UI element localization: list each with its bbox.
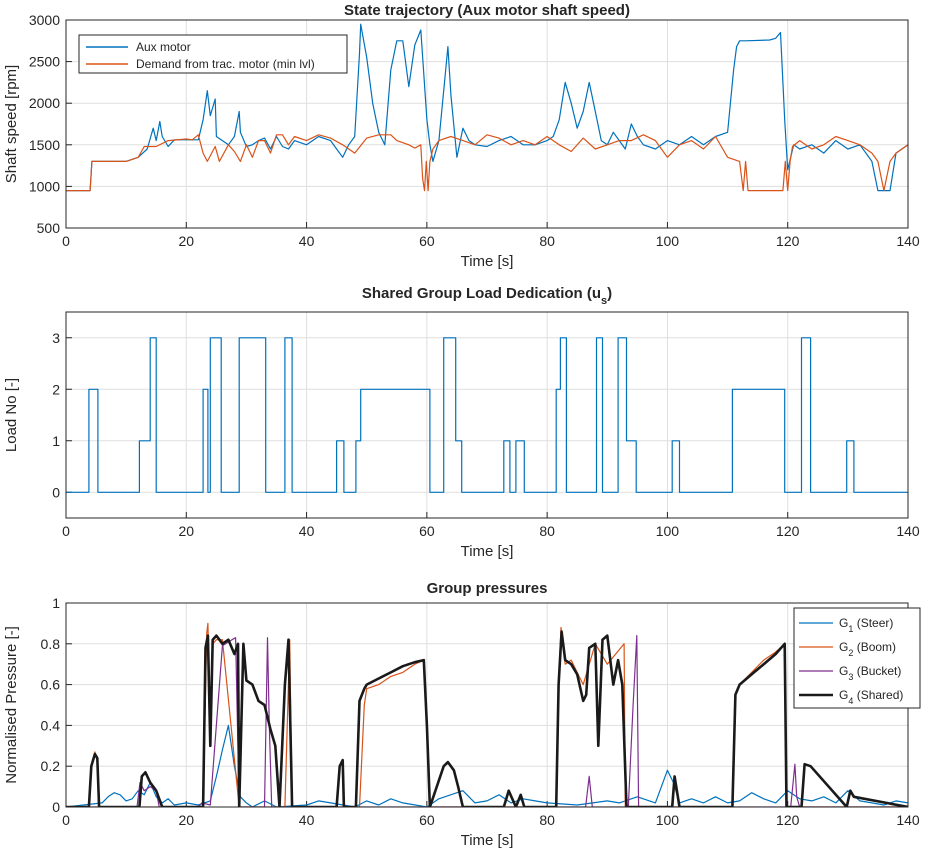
y-tick-label: 0.6 <box>41 677 61 693</box>
x-tick-label: 0 <box>62 233 70 249</box>
x-tick-label: 80 <box>539 812 555 828</box>
legend-label-tail: (Shared) <box>853 688 903 702</box>
y-tick-label: 1 <box>52 433 60 449</box>
y-tick-label: 0.8 <box>41 636 61 652</box>
x-tick-label: 80 <box>539 233 555 249</box>
series-line-1 <box>66 337 908 493</box>
y-tick-label: 3 <box>52 330 60 346</box>
y-tick-label: 500 <box>37 220 61 236</box>
x-tick-label: 60 <box>419 523 435 539</box>
y-tick-label: 1500 <box>29 137 60 153</box>
legend-label-subscript: 4 <box>848 696 853 706</box>
series-line-4 <box>66 630 908 807</box>
legend-label: G2 (Boom) <box>839 640 896 658</box>
legend-label-main: G <box>839 640 848 654</box>
x-tick-label: 20 <box>178 812 194 828</box>
legend-label-tail: (Bucket) <box>853 664 901 678</box>
y-axis-label: Load No [-] <box>3 378 20 452</box>
y-tick-label: 2 <box>52 381 60 397</box>
y-tick-label: 0.2 <box>41 758 61 774</box>
y-tick-label: 2500 <box>29 54 60 70</box>
x-tick-label: 140 <box>896 812 920 828</box>
x-tick-label: 100 <box>656 812 680 828</box>
x-tick-label: 140 <box>896 233 920 249</box>
legend-label-subscript: 1 <box>848 624 853 634</box>
x-tick-label: 40 <box>299 812 315 828</box>
y-tick-label: 0.4 <box>41 717 61 733</box>
axes-box <box>65 19 909 229</box>
chart-title-main: Shared Group Load Dedication (u <box>362 285 601 302</box>
legend-label-main: G <box>839 664 848 678</box>
legend-label-main: G <box>839 616 848 630</box>
legend-label-main: G <box>839 688 848 702</box>
legend-label: G4 (Shared) <box>839 688 903 706</box>
chart-title: Shared Group Load Dedication (us) <box>362 285 612 307</box>
chart-title-close: ) <box>607 285 612 302</box>
x-tick-label: 60 <box>419 812 435 828</box>
chart-panel-2: 0 20 40 60 80 100 120 140 0 1 2 3 Shared Group Load … <box>3 285 920 560</box>
plot-area <box>66 603 908 807</box>
x-tick-label: 60 <box>419 233 435 249</box>
x-tick-label: 140 <box>896 523 920 539</box>
y-tick-label: 3000 <box>29 12 60 28</box>
x-tick-label: 20 <box>178 523 194 539</box>
legend: G1 (Steer)G2 (Boom)G3 (Bucket)G4 (Shared… <box>793 607 921 709</box>
x-tick-label: 40 <box>299 523 315 539</box>
legend-label-tail: (Boom) <box>853 640 896 654</box>
x-tick-label: 120 <box>776 233 800 249</box>
axes-box <box>65 311 909 519</box>
x-tick-label: 120 <box>776 523 800 539</box>
y-tick-label: 0 <box>52 799 60 815</box>
chart-title-subscript: s <box>601 295 607 307</box>
y-tick-label: 2000 <box>29 95 60 111</box>
chart-panel-1: 0 20 40 60 80 100 120 140 500 1000 1500 2000 2500 300… <box>3 2 920 270</box>
y-tick-label: 1 <box>52 595 60 611</box>
x-tick-label: 120 <box>776 812 800 828</box>
x-tick-label: 40 <box>299 233 315 249</box>
legend-label: Aux motor <box>136 40 191 54</box>
x-axis-label: Time [s] <box>461 543 514 560</box>
x-tick-label: 100 <box>656 523 680 539</box>
series-line-2 <box>66 134 908 192</box>
x-axis-label: Time [s] <box>461 253 514 270</box>
legend-box <box>78 34 348 74</box>
y-axis-label: Normalised Pressure [-] <box>3 626 20 784</box>
chart-panel-3: 0 20 40 60 80 100 120 140 0 0.2 0.4 0.6 0.8 1 Group pr… <box>3 580 921 849</box>
x-tick-label: 0 <box>62 812 70 828</box>
x-tick-label: 100 <box>656 233 680 249</box>
plot-area <box>66 312 908 518</box>
x-tick-label: 0 <box>62 523 70 539</box>
legend-label: G3 (Bucket) <box>839 664 901 682</box>
y-axis-label: Shaft speed [rpm] <box>3 65 20 183</box>
legend-box <box>793 607 921 709</box>
legend-label-subscript: 3 <box>848 672 853 682</box>
chart-title: Group pressures <box>427 580 548 597</box>
chart-title: State trajectory (Aux motor shaft speed) <box>344 2 630 19</box>
series-line-1 <box>66 724 908 807</box>
legend-label-subscript: 2 <box>848 648 853 658</box>
legend-label-tail: (Steer) <box>853 616 893 630</box>
x-tick-label: 80 <box>539 523 555 539</box>
y-tick-label: 0 <box>52 484 60 500</box>
x-axis-label: Time [s] <box>461 832 514 849</box>
legend: Aux motor Demand from trac. motor (min lv… <box>78 34 348 74</box>
y-tick-label: 1000 <box>29 178 60 194</box>
x-tick-label: 20 <box>178 233 194 249</box>
series-line-1 <box>66 23 908 192</box>
legend-label: G1 (Steer) <box>839 616 893 634</box>
legend-label: Demand from trac. motor (min lvl) <box>136 57 315 71</box>
